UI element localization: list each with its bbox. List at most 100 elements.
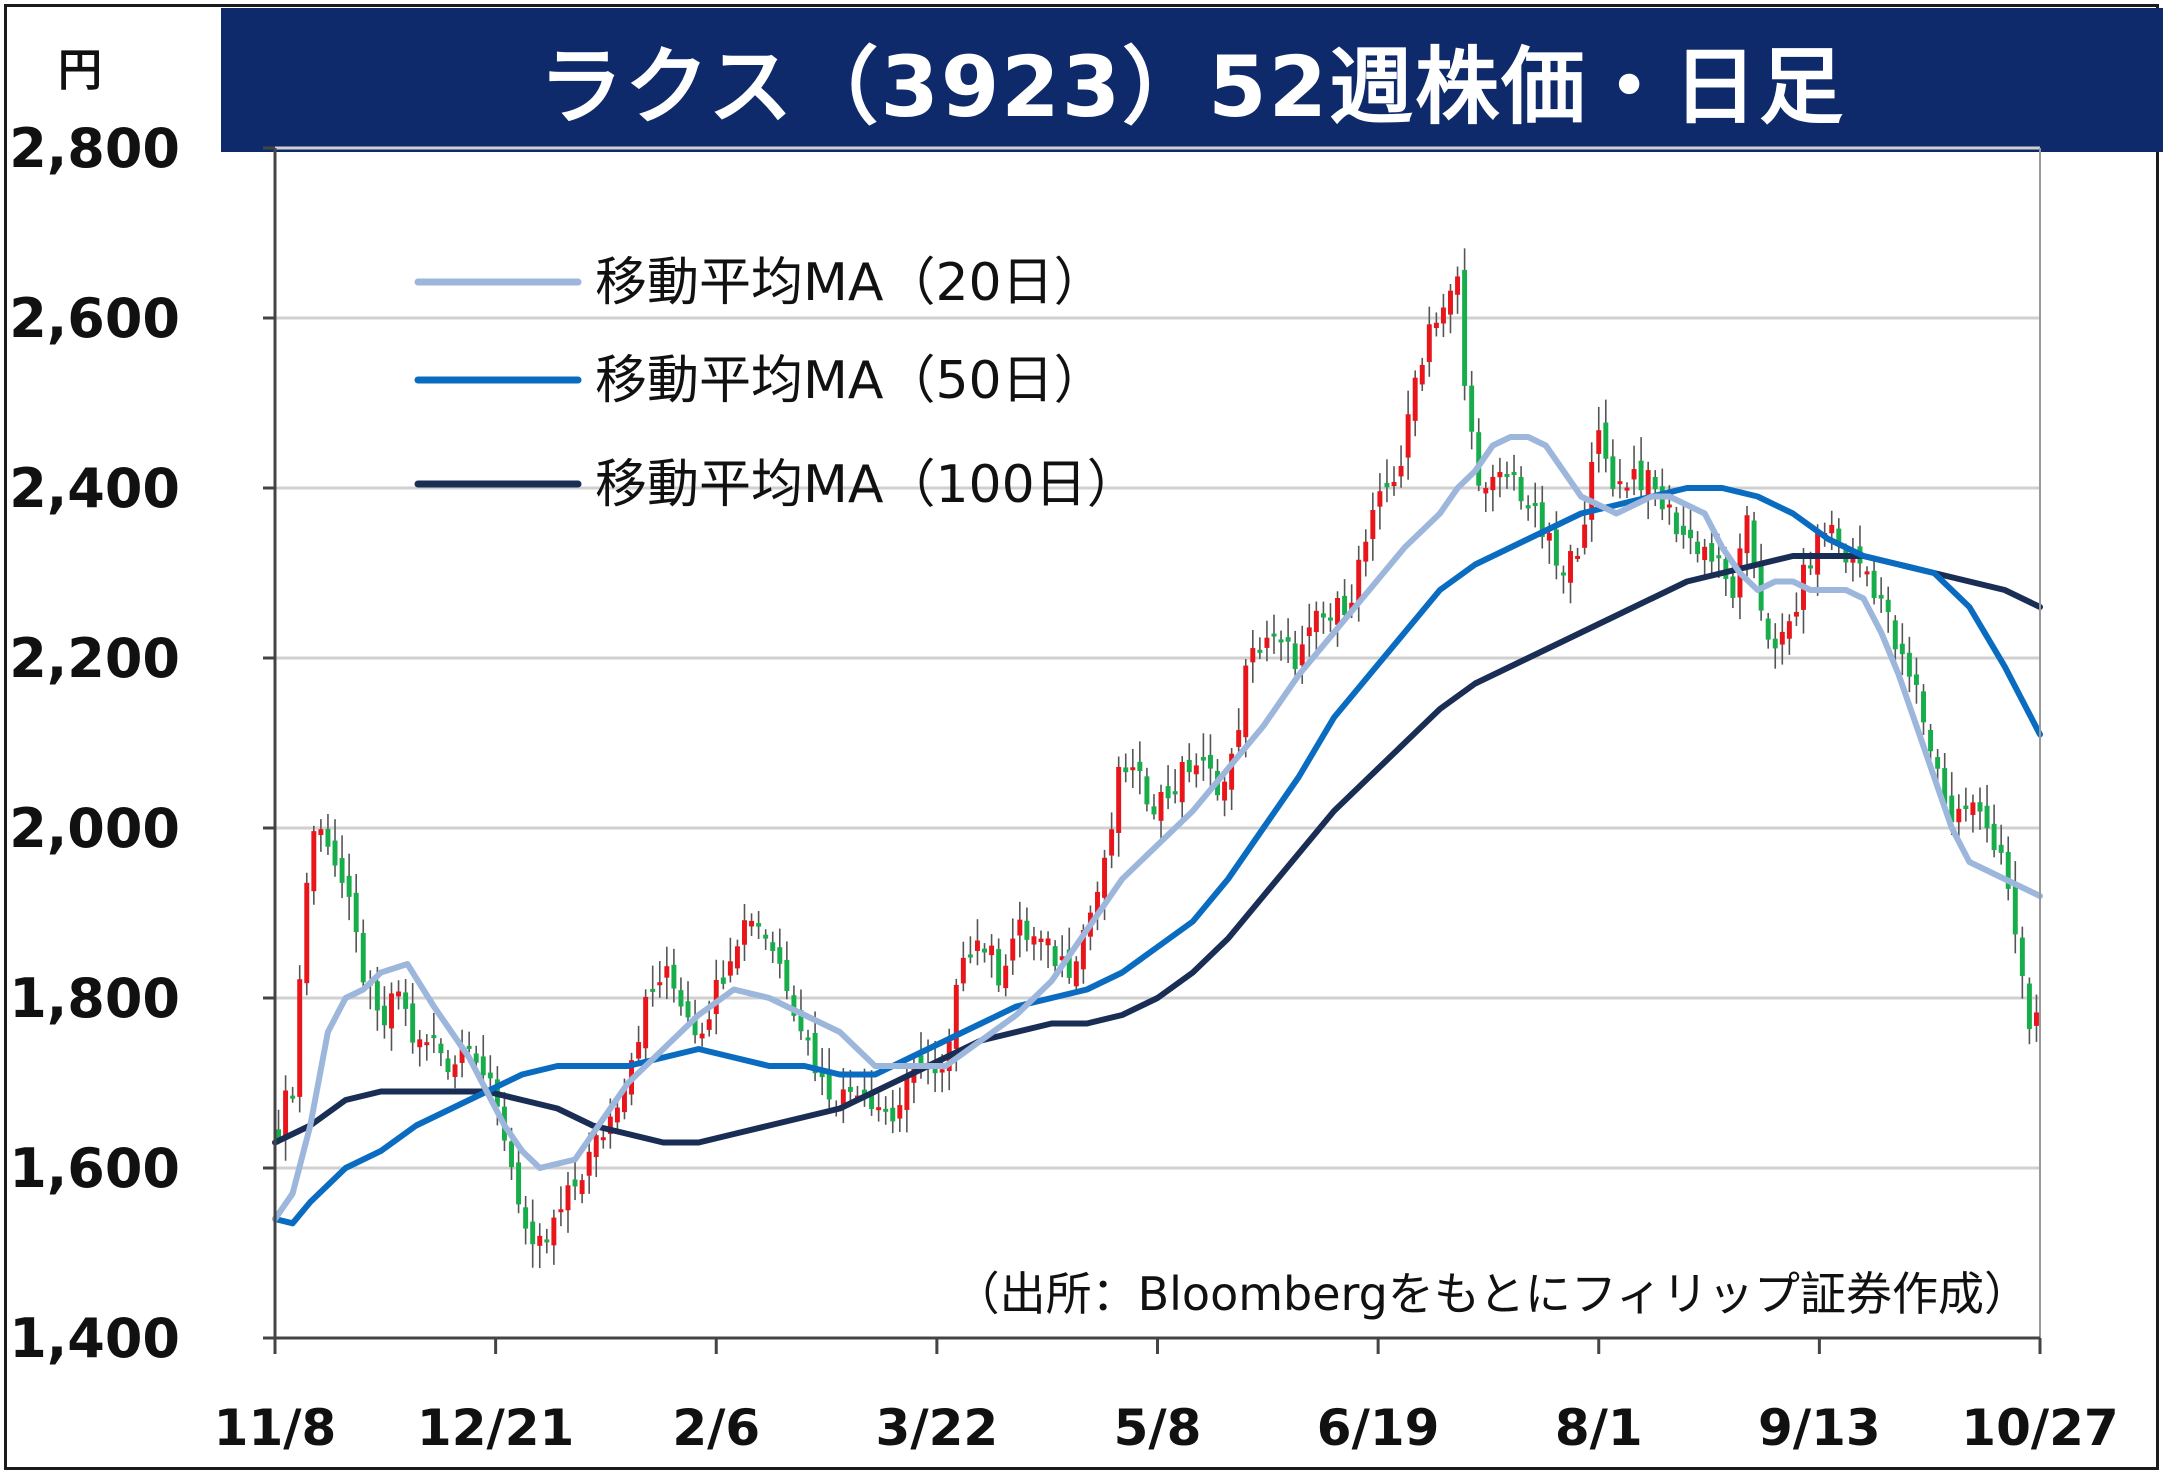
- candle-body: [749, 920, 755, 927]
- candle: [1504, 461, 1510, 489]
- candle-body: [664, 966, 670, 978]
- candle-body: [473, 1053, 479, 1063]
- candle-body: [1673, 512, 1679, 535]
- candle: [805, 1029, 811, 1056]
- candle-body: [1518, 477, 1524, 502]
- candle-body: [1123, 767, 1129, 773]
- candle: [2012, 861, 2018, 954]
- candle-body: [904, 1076, 910, 1110]
- candle-body: [1645, 470, 1651, 496]
- candle-body: [1913, 674, 1919, 685]
- candle-body: [339, 858, 345, 883]
- candle-body: [1582, 524, 1588, 548]
- candle-body: [1504, 473, 1510, 477]
- candle-body: [1998, 844, 2004, 853]
- legend-entry-ma20: 移動平均MA（20日）: [414, 253, 1106, 313]
- candle: [1673, 506, 1679, 543]
- candle: [1186, 743, 1192, 783]
- candle-body: [297, 979, 303, 1097]
- candle-body: [1229, 753, 1235, 790]
- y-tick-label: 2,200: [9, 627, 180, 690]
- candle: [1815, 524, 1821, 596]
- candle-body: [1553, 529, 1559, 566]
- x-tick-label: 12/21: [417, 1399, 574, 1457]
- candle-body: [1462, 269, 1468, 386]
- candle: [1850, 537, 1856, 582]
- candle-body: [1610, 456, 1616, 489]
- candle-body: [1010, 938, 1016, 961]
- candle: [1596, 406, 1602, 473]
- candle: [1193, 753, 1199, 788]
- candle-body: [1511, 472, 1517, 476]
- candle-body: [1977, 802, 1983, 812]
- candle-body: [1179, 762, 1185, 803]
- candle-body: [1723, 558, 1729, 579]
- candle: [1977, 787, 1983, 830]
- candle-body: [1928, 730, 1934, 752]
- candle: [1645, 461, 1651, 520]
- candle: [410, 983, 416, 1054]
- candle-body: [699, 1033, 705, 1039]
- candle-body: [1744, 515, 1750, 554]
- candle: [982, 943, 988, 963]
- candle: [1377, 473, 1383, 530]
- candle-body: [1440, 307, 1446, 324]
- candle-body: [869, 1090, 875, 1110]
- candle: [1405, 390, 1411, 480]
- candle-body: [523, 1207, 529, 1229]
- candle-body: [325, 828, 331, 847]
- candle-body: [770, 942, 776, 952]
- candle-body: [1652, 476, 1658, 490]
- candle-body: [996, 949, 1002, 986]
- candle: [1426, 306, 1432, 377]
- candle: [650, 965, 656, 1007]
- candle: [1490, 464, 1496, 512]
- candle-body: [798, 1010, 804, 1032]
- candle: [2019, 926, 2025, 999]
- candle: [784, 941, 790, 1000]
- y-unit-label: 円: [58, 45, 102, 96]
- candle-body: [1207, 754, 1213, 769]
- candle: [1906, 636, 1912, 693]
- candle: [1589, 442, 1595, 542]
- candle: [756, 911, 762, 939]
- candle: [1271, 614, 1277, 654]
- candle: [1172, 769, 1178, 804]
- candle: [445, 1049, 451, 1080]
- candle: [438, 1038, 444, 1067]
- candle-body: [1038, 938, 1044, 943]
- candle-body: [537, 1235, 543, 1246]
- candle-body: [650, 988, 656, 992]
- candle: [1370, 492, 1376, 561]
- candle-body: [318, 829, 324, 836]
- candle: [1560, 565, 1566, 594]
- candle-body: [1483, 488, 1489, 494]
- candle: [579, 1174, 585, 1204]
- candle: [1786, 614, 1792, 655]
- candle: [614, 1099, 620, 1131]
- candle: [1638, 437, 1644, 498]
- candle-body: [1024, 920, 1030, 940]
- candle: [565, 1171, 571, 1233]
- candle: [1518, 466, 1524, 510]
- candle: [1010, 918, 1016, 975]
- candle-body: [1497, 472, 1503, 478]
- candle-body: [1342, 595, 1348, 615]
- candle-body: [1935, 757, 1941, 769]
- candle: [1652, 470, 1658, 507]
- candle-body: [953, 984, 959, 1049]
- candle: [1688, 509, 1694, 555]
- candle-body: [1172, 791, 1178, 795]
- x-tick-label: 6/19: [1317, 1399, 1440, 1457]
- candle: [1568, 544, 1573, 604]
- candle-body: [346, 875, 352, 897]
- candle-body: [1384, 482, 1390, 488]
- candle: [1073, 956, 1079, 993]
- candle-body: [1603, 422, 1609, 459]
- candle: [2033, 994, 2039, 1042]
- candle-body: [353, 892, 359, 933]
- candle: [1772, 623, 1778, 669]
- candle-body: [1250, 648, 1256, 663]
- candle: [1398, 445, 1404, 488]
- candle-body: [1306, 627, 1312, 637]
